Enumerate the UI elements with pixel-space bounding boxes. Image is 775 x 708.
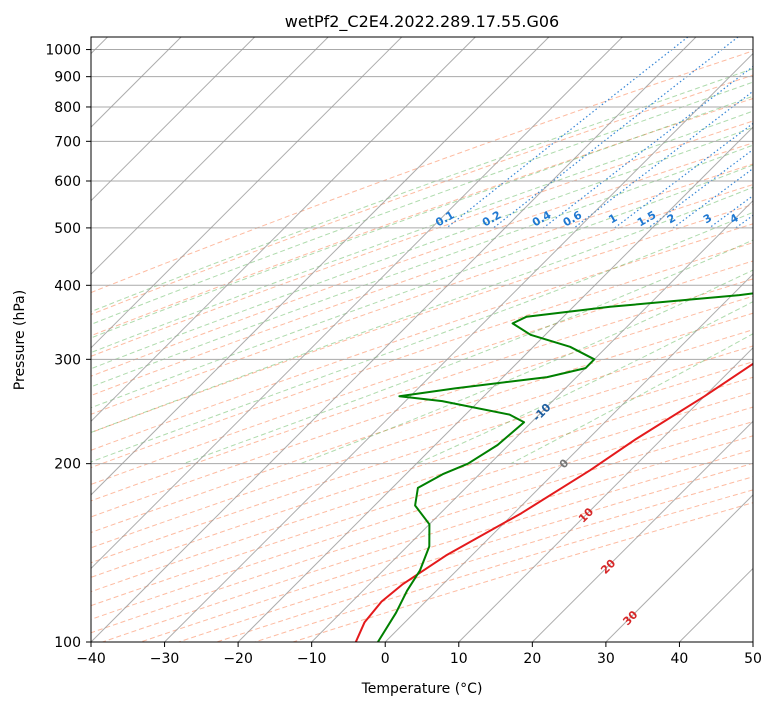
x-tick-label: −10 [297, 651, 327, 667]
dry-adiabat-line [91, 50, 753, 294]
mixing-ratio-line [543, 65, 753, 229]
dry-adiabat-line [91, 278, 753, 502]
y-axis-title: Pressure (hPa) [12, 290, 28, 390]
dry-adiabat-line [91, 295, 753, 518]
chart-title: wetPf2_C2E4.2022.289.17.55.G06 [285, 12, 559, 32]
x-tick-label: 0 [381, 651, 390, 667]
y-tick-label: 500 [54, 221, 81, 237]
y-tick-label: 200 [54, 457, 81, 473]
x-tick-label: 10 [450, 651, 468, 667]
y-tick-label: 300 [54, 352, 81, 368]
isotherm-line [91, 37, 329, 275]
moist-adiabat-line [91, 144, 753, 388]
isotherm-line [384, 273, 753, 642]
mixing-ratio-line [573, 90, 753, 229]
x-tick-label: −20 [223, 651, 253, 667]
isotherm-line [311, 199, 753, 642]
moist-adiabat-line [91, 68, 753, 313]
moist-adiabats [91, 68, 753, 465]
temperature-profile-line [354, 362, 753, 642]
dewpoint-profile-line [377, 243, 753, 642]
moist-adiabat-line [91, 110, 753, 354]
dry-adiabat-line [91, 203, 753, 434]
x-tick-label: 50 [744, 651, 762, 667]
plot-area [91, 37, 753, 642]
isotherm-line [605, 494, 753, 642]
isotherm-line [91, 37, 697, 642]
y-tick-label: 800 [54, 100, 81, 116]
x-axis-title: Temperature (°C) [361, 681, 483, 697]
dry-adiabat-line [91, 142, 753, 377]
moist-adiabat-line [183, 239, 753, 465]
isotherm-line [164, 52, 753, 642]
pressure-gridlines [91, 49, 753, 642]
y-tick-label: 100 [54, 635, 81, 651]
y-tick-label: 900 [54, 70, 81, 86]
isotherm-line [531, 420, 753, 642]
isotherm-line [91, 37, 476, 423]
x-tick-label: 30 [597, 651, 615, 667]
dry-adiabat-line [91, 361, 753, 578]
dry-adiabat-line [91, 97, 753, 337]
sounding-profiles [354, 243, 753, 642]
isotherm-line [91, 37, 550, 496]
dry-adiabat-line [91, 183, 753, 415]
y-tick-label: 600 [54, 174, 81, 190]
isotherm-line [91, 37, 623, 570]
mixing-ratio-line [672, 167, 753, 229]
dry-adiabat-line [91, 223, 753, 451]
dry-adiabat-line [91, 312, 753, 534]
isotherm-line [91, 37, 256, 202]
y-tick-label: 1000 [45, 43, 81, 59]
y-tick-label: 400 [54, 278, 81, 294]
x-tick-label: −30 [150, 651, 180, 667]
plot-frame [90, 36, 754, 643]
x-tick-label: 20 [523, 651, 541, 667]
dry-adiabat-line [91, 242, 753, 469]
x-tick-label: 40 [671, 651, 689, 667]
isotherm-line [91, 37, 403, 349]
dry-adiabat-line [91, 163, 753, 397]
y-tick-label: 700 [54, 134, 81, 150]
isotherm-line [237, 126, 753, 642]
dry-adiabat-line [91, 376, 753, 593]
moist-adiabat-line [91, 81, 753, 325]
isotherm-line [458, 347, 753, 642]
axes: −40 −30 −20 −10 0 10 20 30 40 50 100 200 300 400 500 60… [45, 43, 762, 667]
isotherms [91, 37, 753, 642]
dry-adiabat-line [91, 391, 753, 607]
x-tick-label: −40 [76, 651, 106, 667]
dry-adiabat-line [91, 345, 753, 564]
dry-adiabat-line [91, 329, 753, 549]
